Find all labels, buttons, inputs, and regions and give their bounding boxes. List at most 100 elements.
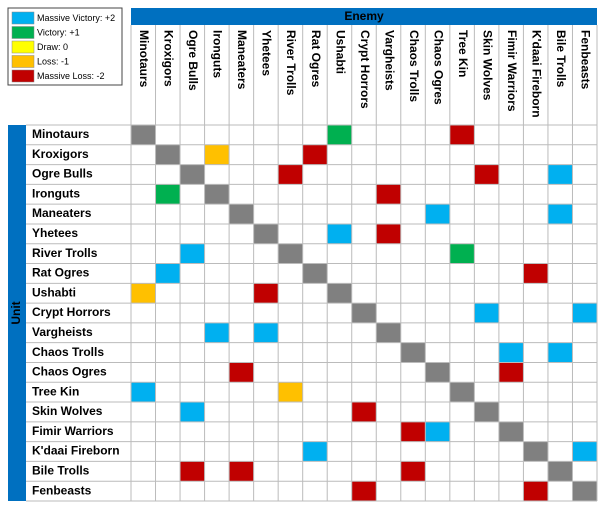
diagonal-cell bbox=[449, 382, 475, 403]
cell bbox=[572, 441, 597, 462]
diagonal-cell bbox=[400, 342, 426, 363]
column-label: Ushabti bbox=[333, 30, 347, 74]
row-label: Vargheists bbox=[32, 325, 93, 339]
row-label: Fimir Warriors bbox=[32, 424, 114, 438]
column-label: Fimir Warriors bbox=[505, 30, 519, 112]
legend-label: Victory: +1 bbox=[37, 27, 80, 37]
row-header-bar bbox=[8, 125, 26, 501]
cell bbox=[498, 362, 524, 383]
row-label: Chaos Trolls bbox=[32, 345, 104, 359]
diagonal-cell bbox=[180, 164, 205, 185]
cell bbox=[327, 125, 352, 145]
diagonal-cell bbox=[155, 144, 181, 165]
cell bbox=[376, 223, 401, 244]
legend-swatch bbox=[11, 69, 35, 83]
column-label: Ironguts bbox=[211, 30, 225, 78]
cell bbox=[400, 461, 426, 482]
column-label: Crypt Horrors bbox=[358, 30, 372, 109]
row-label: Bile Trolls bbox=[32, 463, 90, 477]
row-label: Kroxigors bbox=[32, 147, 89, 161]
cell bbox=[204, 144, 230, 165]
cell bbox=[180, 243, 205, 264]
legend-swatch bbox=[11, 55, 35, 68]
diagonal-cell bbox=[425, 362, 450, 383]
column-label: Vargheists bbox=[382, 30, 396, 91]
legend-swatch bbox=[11, 11, 35, 25]
column-label: Tree Kin bbox=[456, 30, 470, 77]
cell bbox=[253, 283, 279, 304]
cell bbox=[547, 204, 573, 224]
cell bbox=[351, 481, 377, 501]
row-header: Unit bbox=[9, 301, 23, 324]
diagonal-cell bbox=[253, 223, 279, 244]
column-label: Maneaters bbox=[235, 30, 249, 90]
column-label: K'daai Fireborn bbox=[530, 30, 544, 118]
cell bbox=[351, 402, 377, 422]
cell bbox=[449, 125, 475, 145]
cell bbox=[302, 441, 328, 462]
diagonal-cell bbox=[327, 283, 352, 304]
diagonal-cell bbox=[376, 322, 401, 343]
legend-label: Massive Victory: +2 bbox=[37, 13, 115, 23]
cell bbox=[523, 481, 548, 501]
cell bbox=[131, 382, 156, 403]
cell bbox=[229, 362, 254, 383]
diagonal-cell bbox=[229, 204, 254, 224]
column-label: Minotaurs bbox=[137, 30, 151, 88]
cell bbox=[131, 283, 156, 304]
cell bbox=[204, 322, 230, 343]
row-label: Minotaurs bbox=[32, 127, 90, 141]
cell bbox=[547, 164, 573, 185]
cell bbox=[327, 223, 352, 244]
cell bbox=[449, 243, 475, 264]
row-label: Yhetees bbox=[32, 226, 78, 240]
column-label: Yhetees bbox=[260, 30, 274, 76]
cell bbox=[302, 144, 328, 165]
legend-label: Draw: 0 bbox=[37, 42, 68, 52]
cell bbox=[547, 342, 573, 363]
column-label: Bile Trolls bbox=[554, 30, 568, 88]
column-label: Chaos Trolls bbox=[407, 30, 421, 102]
column-label: Skin Wolves bbox=[480, 30, 494, 101]
cell bbox=[425, 421, 450, 442]
diagonal-cell bbox=[131, 125, 156, 145]
row-label: Maneaters bbox=[32, 206, 92, 220]
row-label: River Trolls bbox=[32, 246, 98, 260]
cell bbox=[180, 402, 205, 422]
cell bbox=[155, 184, 181, 205]
legend-swatch bbox=[11, 26, 35, 39]
column-label: River Trolls bbox=[284, 30, 298, 96]
cell bbox=[253, 322, 279, 343]
row-label: K'daai Fireborn bbox=[32, 444, 120, 458]
cell bbox=[425, 204, 450, 224]
diagonal-cell bbox=[302, 263, 328, 284]
column-label: Ogre Bulls bbox=[186, 30, 200, 91]
cell bbox=[572, 303, 597, 323]
diagonal-cell bbox=[278, 243, 303, 264]
column-label: Fenbeasts bbox=[579, 30, 593, 90]
column-header-bar bbox=[131, 8, 597, 25]
cell bbox=[474, 164, 499, 185]
cell bbox=[498, 342, 524, 363]
cell bbox=[400, 421, 426, 442]
cell bbox=[278, 164, 303, 185]
row-label: Ironguts bbox=[32, 186, 80, 200]
row-label: Rat Ogres bbox=[32, 266, 90, 280]
row-label: Ogre Bulls bbox=[32, 167, 93, 181]
row-label: Fenbeasts bbox=[32, 483, 92, 497]
legend-label: Loss: -1 bbox=[37, 56, 69, 66]
diagonal-cell bbox=[204, 184, 230, 205]
column-label: Kroxigors bbox=[162, 30, 176, 87]
grid bbox=[26, 25, 598, 502]
column-label: Chaos Ogres bbox=[431, 30, 445, 105]
row-label: Tree Kin bbox=[32, 384, 79, 398]
row-label: Chaos Ogres bbox=[32, 365, 107, 379]
legend: Massive Victory: +2 Victory: +1 Draw: 0 Los… bbox=[11, 11, 115, 83]
row-label: Skin Wolves bbox=[32, 404, 103, 418]
diagonal-cell bbox=[474, 402, 499, 422]
legend-label: Massive Loss: -2 bbox=[37, 71, 105, 81]
diagonal-cell bbox=[498, 421, 524, 442]
cell bbox=[180, 461, 205, 482]
